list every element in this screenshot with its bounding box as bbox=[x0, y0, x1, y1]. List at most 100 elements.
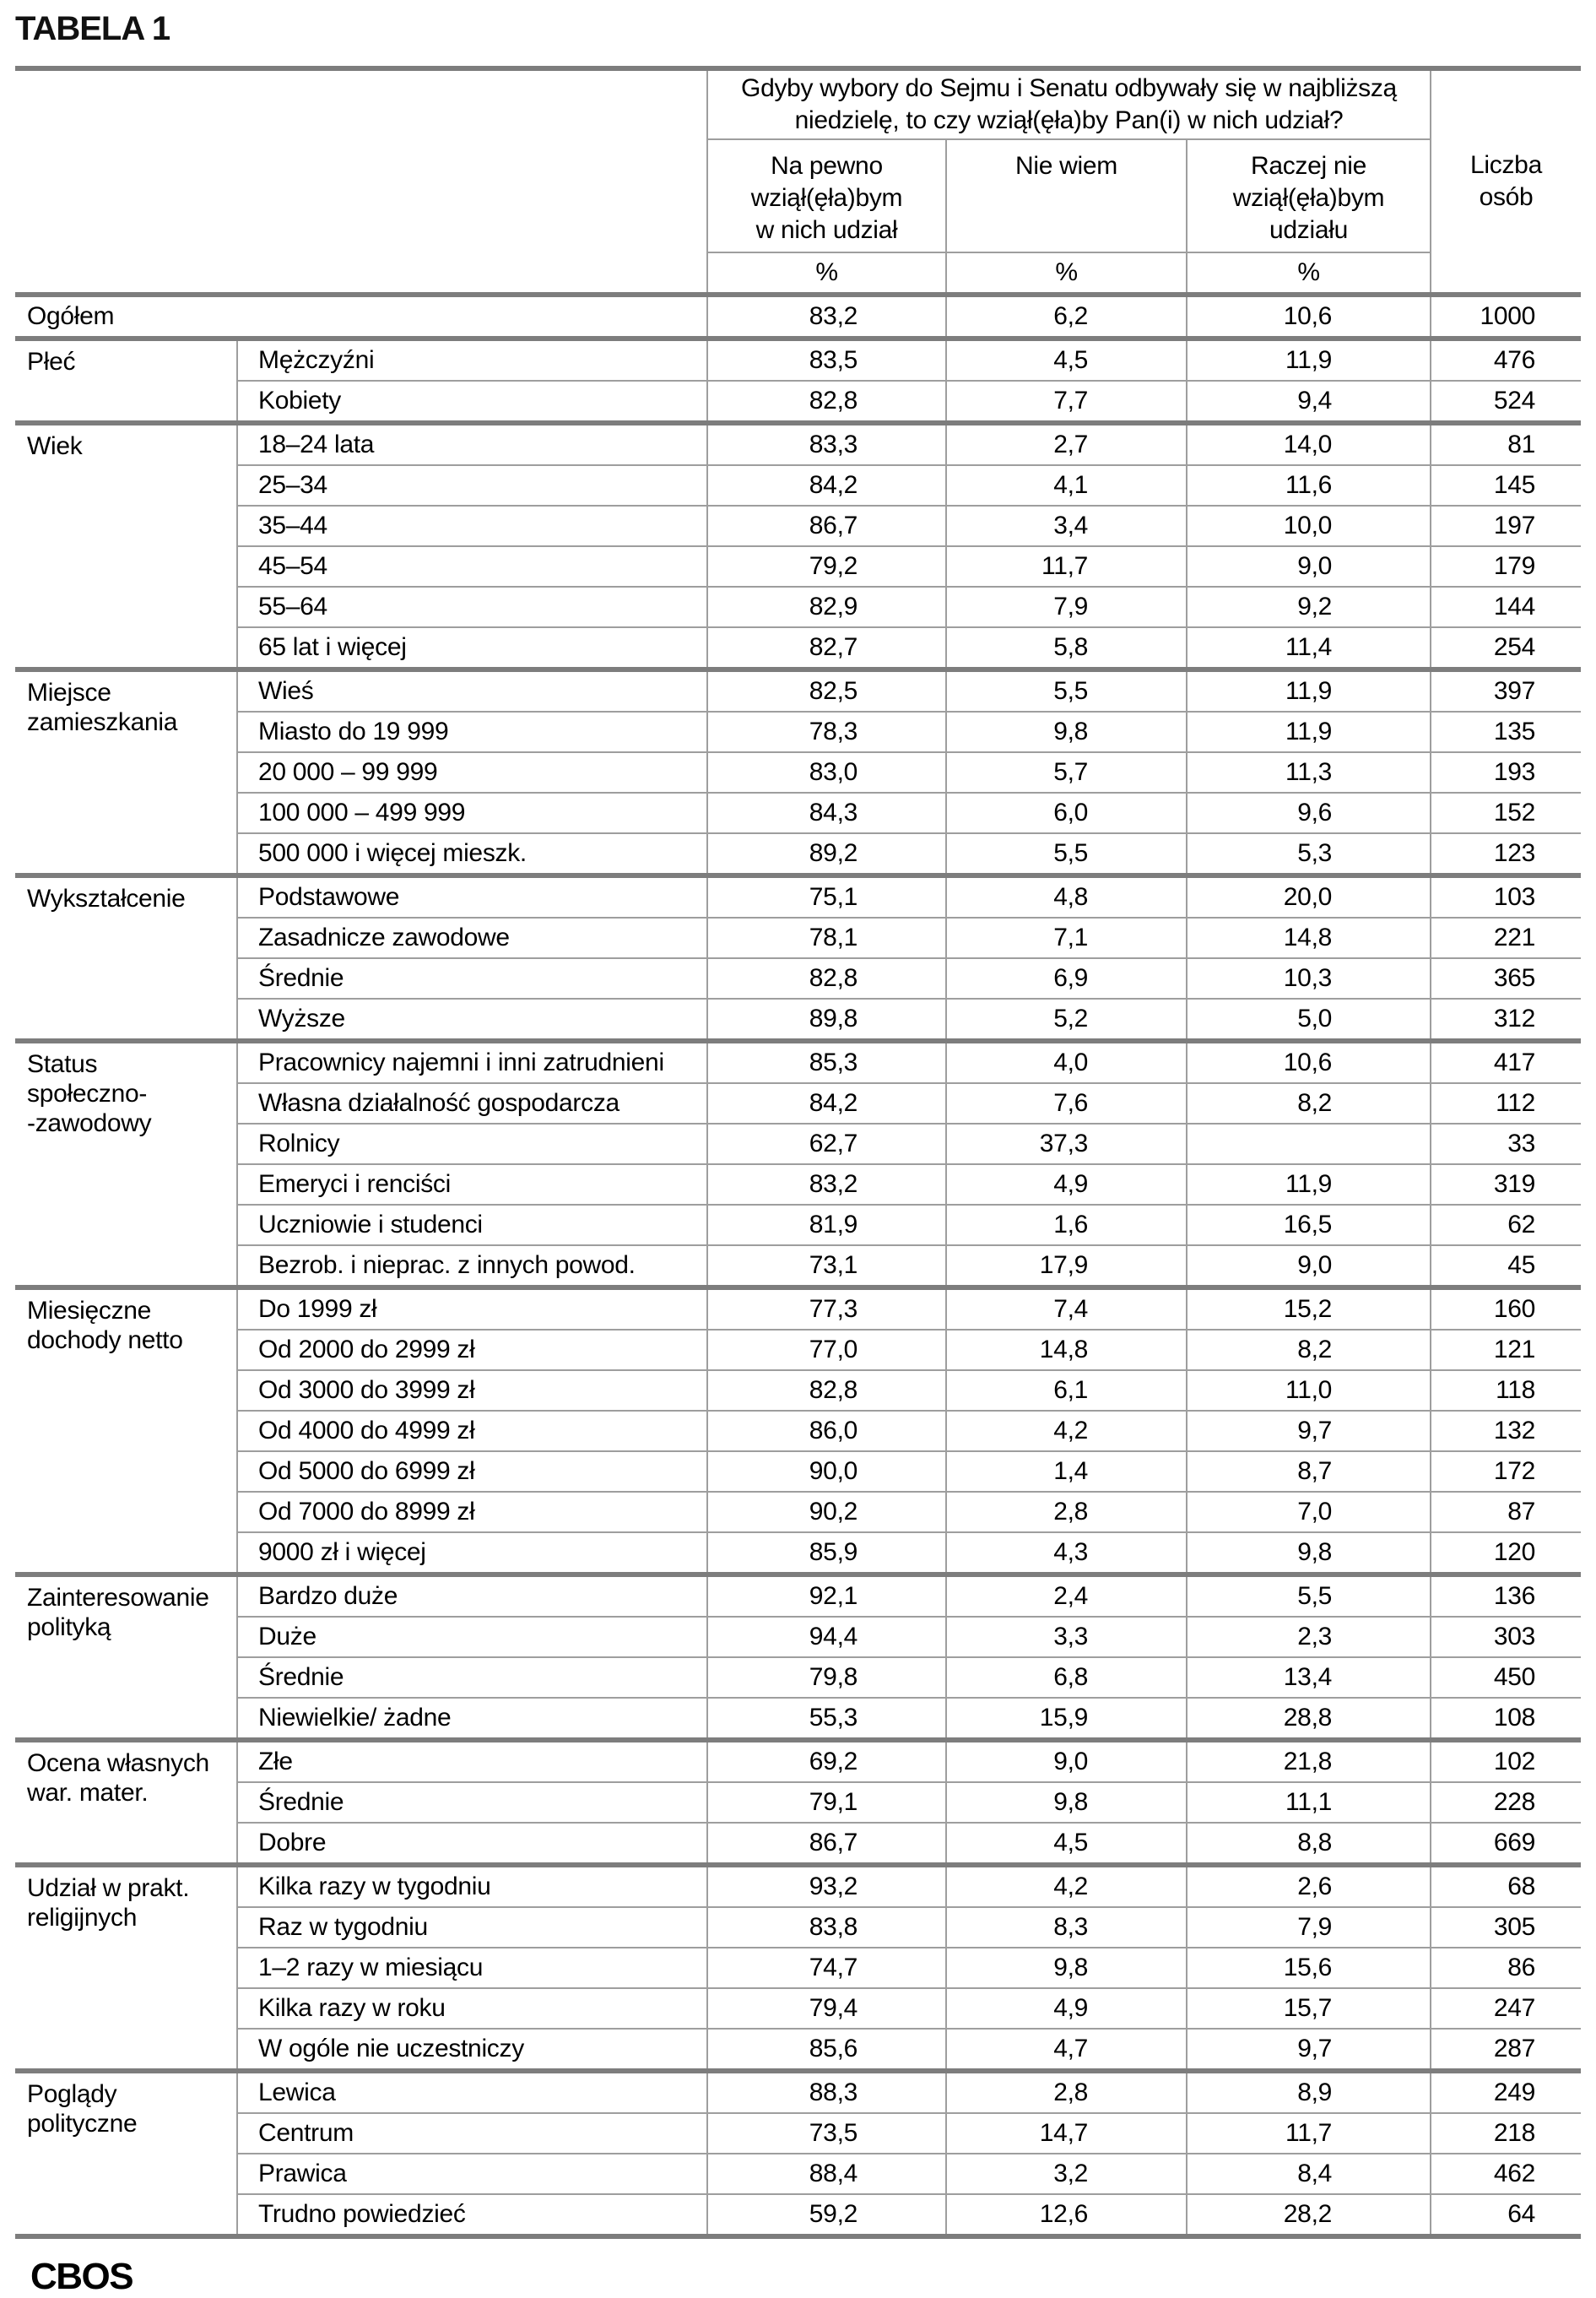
header-answer-labels-row: Na pewno wziął(ęła)bym w nich udział Nie… bbox=[15, 139, 1581, 252]
table-row: W ogóle nie uczestniczy 85,6 4,7 9,7 287 bbox=[15, 2028, 1581, 2071]
row-label-cell: Emeryci i renciści bbox=[236, 1163, 707, 1205]
percent-value-cell: 13,4 bbox=[1186, 1656, 1431, 1698]
percent-value-cell: 9,0 bbox=[1186, 545, 1431, 587]
count-value-cell: 179 bbox=[1430, 545, 1581, 587]
table-row: Dobre 86,7 4,5 8,8 669 bbox=[15, 1822, 1581, 1865]
count-value-cell: 462 bbox=[1430, 2153, 1581, 2194]
table-row: Od 4000 do 4999 zł 86,0 4,2 9,7 132 bbox=[15, 1410, 1581, 1451]
row-label-cell: Średnie bbox=[236, 1781, 707, 1823]
row-label-cell: Wieś bbox=[236, 667, 707, 712]
percent-value-cell: 83,2 bbox=[706, 292, 946, 339]
percent-value-cell: 15,2 bbox=[1186, 1285, 1431, 1330]
percent-value-cell: 1,6 bbox=[945, 1204, 1187, 1245]
percent-value-cell: 11,4 bbox=[1186, 626, 1431, 669]
row-label-cell: 65 lat i więcej bbox=[236, 626, 707, 669]
row-label-cell: 25–34 bbox=[236, 464, 707, 506]
count-value-cell: 303 bbox=[1430, 1616, 1581, 1657]
percent-value-cell: 79,8 bbox=[706, 1656, 946, 1698]
percent-value-cell: 17,9 bbox=[945, 1244, 1187, 1287]
percent-value-cell: 82,5 bbox=[706, 667, 946, 712]
percent-value-cell: 5,5 bbox=[945, 832, 1187, 875]
header-corner-cell bbox=[15, 68, 707, 295]
percent-value-cell: 86,0 bbox=[706, 1410, 946, 1451]
cbos-logo: CBOS bbox=[30, 2256, 134, 2297]
percent-value-cell: 28,8 bbox=[1186, 1697, 1431, 1740]
count-value-cell: 365 bbox=[1430, 957, 1581, 999]
percent-value-cell: 2,3 bbox=[1186, 1616, 1431, 1657]
table-body: Ogółem 83,2 6,2 10,6 1000 Płeć Mężczyźni 83,5 4,… bbox=[15, 292, 1581, 2236]
count-value-cell: 45 bbox=[1430, 1244, 1581, 1287]
percent-value-cell: 77,0 bbox=[706, 1329, 946, 1370]
table-row: Status społeczno- -zawodowy Pracownicy na… bbox=[15, 1038, 1581, 1287]
table-row: 25–34 84,2 4,1 11,6 145 bbox=[15, 464, 1581, 506]
row-label-cell: Mężczyźni bbox=[236, 336, 707, 381]
percent-value-cell: 15,9 bbox=[945, 1697, 1187, 1740]
percent-value-cell: 4,2 bbox=[945, 1862, 1187, 1907]
row-label-cell: Dobre bbox=[236, 1822, 707, 1865]
percent-value-cell: 10,0 bbox=[1186, 505, 1431, 546]
row-label-cell: Własna działalność gospodarcza bbox=[236, 1082, 707, 1124]
percent-value-cell: 12,6 bbox=[945, 2193, 1187, 2236]
percent-value-cell: 4,9 bbox=[945, 1163, 1187, 1205]
percent-value-cell: 8,3 bbox=[945, 1906, 1187, 1948]
table-row: Zainteresowanie polityką Bardzo duże 92,1 2… bbox=[15, 1572, 1581, 1740]
percent-value-cell: 14,0 bbox=[1186, 420, 1431, 465]
percent-value-cell: 82,8 bbox=[706, 380, 946, 423]
percent-value-cell: 7,4 bbox=[945, 1285, 1187, 1330]
percent-value-cell: 9,6 bbox=[1186, 792, 1431, 833]
table-row: 65 lat i więcej 82,7 5,8 11,4 254 bbox=[15, 626, 1581, 669]
percent-value-cell: 82,9 bbox=[706, 586, 946, 627]
category-cell: Wykształcenie bbox=[15, 873, 237, 1041]
percent-value-cell: 77,3 bbox=[706, 1285, 946, 1330]
percent-value-cell: 5,7 bbox=[945, 751, 1187, 793]
percent-value-cell: 14,8 bbox=[945, 1329, 1187, 1370]
percent-value-cell: 75,1 bbox=[706, 873, 946, 918]
row-label-cell: Centrum bbox=[236, 2112, 707, 2154]
count-value-cell: 450 bbox=[1430, 1656, 1581, 1698]
count-value-cell: 669 bbox=[1430, 1822, 1581, 1865]
percent-unit-cell: % bbox=[706, 252, 946, 295]
count-value-cell: 1000 bbox=[1430, 292, 1581, 339]
percent-value-cell: 11,6 bbox=[1186, 464, 1431, 506]
row-label-cell: 45–54 bbox=[236, 545, 707, 587]
category-cell: Ocena własnych war. mater. bbox=[15, 1737, 237, 1865]
count-value-cell: 319 bbox=[1430, 1163, 1581, 1205]
row-label-cell: Kobiety bbox=[236, 380, 707, 423]
row-label-cell: Rolnicy bbox=[236, 1123, 707, 1164]
count-value-cell: 144 bbox=[1430, 586, 1581, 627]
row-label-cell: Podstawowe bbox=[236, 873, 707, 918]
percent-value-cell: 1,4 bbox=[945, 1450, 1187, 1492]
percent-value-cell: 4,1 bbox=[945, 464, 1187, 506]
table-row: Kobiety 82,8 7,7 9,4 524 bbox=[15, 380, 1581, 423]
percent-value-cell: 55,3 bbox=[706, 1697, 946, 1740]
percent-value-cell: 5,2 bbox=[945, 998, 1187, 1041]
percent-value-cell: 4,0 bbox=[945, 1038, 1187, 1083]
header-question-cell: Gdyby wybory do Sejmu i Senatu odbywały … bbox=[706, 68, 1431, 140]
category-cell: Miejsce zamieszkania bbox=[15, 667, 237, 875]
count-value-cell: 218 bbox=[1430, 2112, 1581, 2154]
count-value-cell: 123 bbox=[1430, 832, 1581, 875]
count-value-cell: 120 bbox=[1430, 1531, 1581, 1574]
percent-value-cell: 3,4 bbox=[945, 505, 1187, 546]
count-value-cell: 121 bbox=[1430, 1329, 1581, 1370]
percent-value-cell: 85,3 bbox=[706, 1038, 946, 1083]
count-value-cell: 86 bbox=[1430, 1947, 1581, 1988]
percent-value-cell: 83,2 bbox=[706, 1163, 946, 1205]
percent-value-cell: 62,7 bbox=[706, 1123, 946, 1164]
percent-value-cell: 85,9 bbox=[706, 1531, 946, 1574]
table-row: Miesięczne dochody netto Do 1999 zł 77,3 7,… bbox=[15, 1285, 1581, 1574]
percent-value-cell: 83,0 bbox=[706, 751, 946, 793]
table-row: Średnie 79,1 9,8 11,1 228 bbox=[15, 1781, 1581, 1823]
category-cell: Płeć bbox=[15, 336, 237, 423]
percent-value-cell: 83,3 bbox=[706, 420, 946, 465]
percent-value-cell: 9,8 bbox=[945, 1947, 1187, 1988]
table-row: Ocena własnych war. mater. Złe 69,2 9,0 21,8… bbox=[15, 1737, 1581, 1865]
row-label-cell: Uczniowie i studenci bbox=[236, 1204, 707, 1245]
percent-unit-cell: % bbox=[1186, 252, 1431, 295]
percent-value-cell: 8,2 bbox=[1186, 1329, 1431, 1370]
count-value-cell: 118 bbox=[1430, 1369, 1581, 1411]
row-label-cell: 18–24 lata bbox=[236, 420, 707, 465]
table-row: Miasto do 19 999 78,3 9,8 11,9 135 bbox=[15, 711, 1581, 752]
count-value-cell: 145 bbox=[1430, 464, 1581, 506]
count-value-cell: 197 bbox=[1430, 505, 1581, 546]
